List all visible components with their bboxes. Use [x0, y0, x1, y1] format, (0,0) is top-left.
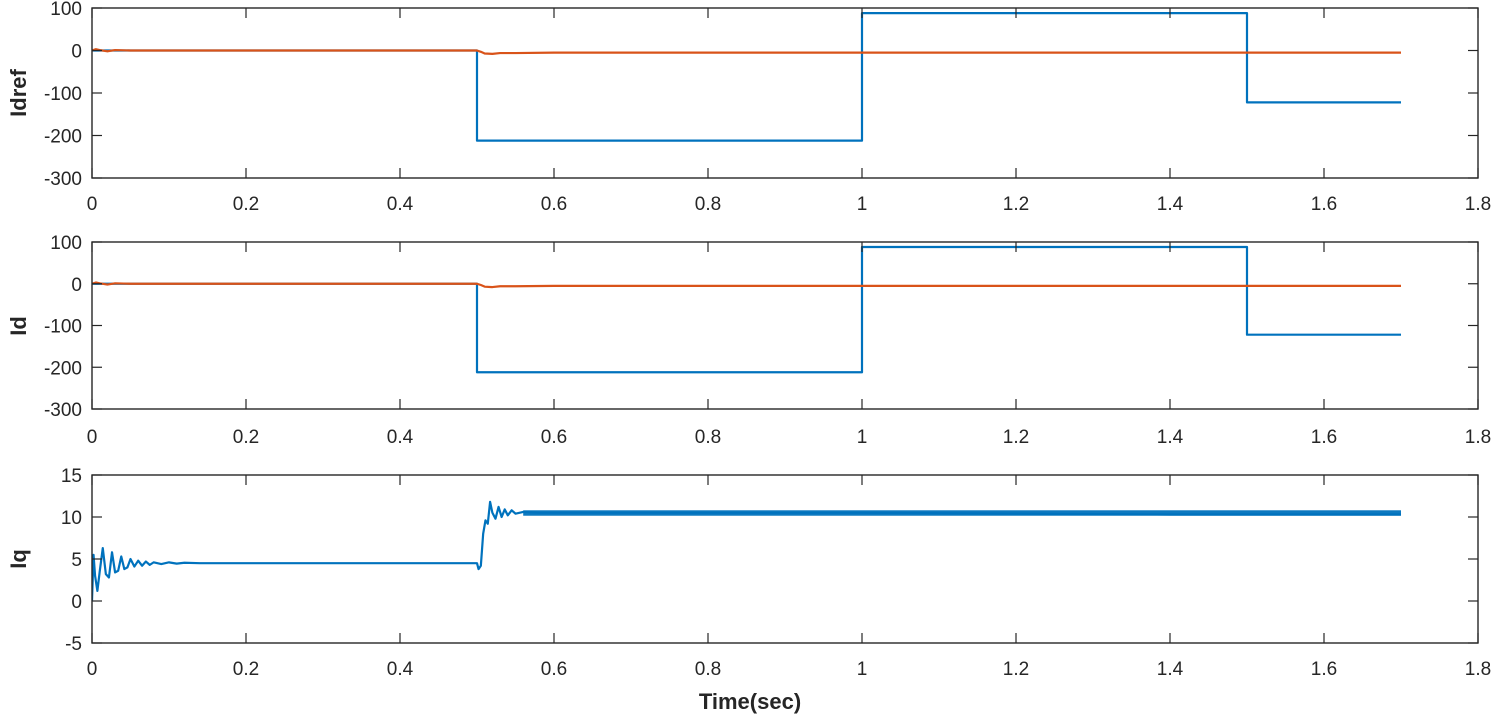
- plot-area: [92, 8, 1478, 178]
- series-line-2: [92, 281, 1401, 289]
- x-tick-label: 1.2: [1003, 194, 1029, 215]
- y-tick-label: 0: [71, 592, 82, 613]
- x-tick-label: 0.2: [233, 194, 259, 215]
- y-tick-label: 100: [50, 233, 82, 254]
- y-tick-label: 100: [50, 0, 82, 20]
- y-tick-label: 0: [71, 275, 82, 296]
- x-tick-label: 0: [87, 194, 98, 215]
- y-tick-label: -200: [44, 127, 82, 148]
- x-tick-label: 0.2: [233, 659, 259, 680]
- y-tick-label: 0: [71, 42, 82, 63]
- series-line-1: [92, 245, 1401, 374]
- y-tick-label: -300: [44, 169, 82, 190]
- ripple-band: [523, 510, 1401, 516]
- x-tick-label: 1.4: [1157, 427, 1184, 448]
- y-tick-label: -100: [44, 317, 82, 338]
- y-tick-label: 5: [71, 550, 82, 571]
- x-tick-label: 1.6: [1311, 194, 1337, 215]
- x-tick-label: 1.8: [1465, 194, 1491, 215]
- x-tick-label: 0.6: [541, 659, 567, 680]
- x-tick-label: 0.8: [695, 659, 721, 680]
- series-line-2: [92, 48, 1401, 55]
- y-tick-label: -300: [44, 400, 82, 421]
- series-line-1: [92, 12, 1401, 142]
- x-axis-title: Time(sec): [698, 689, 802, 714]
- y-tick-label: -200: [44, 358, 82, 379]
- y-tick-label: 15: [61, 466, 82, 487]
- y-axis-title: Id: [6, 316, 31, 336]
- y-axis-title: Idref: [6, 68, 31, 116]
- y-tick-label: 10: [61, 508, 82, 529]
- x-tick-label: 1.4: [1157, 194, 1184, 215]
- plot-area: [92, 242, 1478, 409]
- x-tick-label: 1.4: [1157, 659, 1184, 680]
- plot-area: [92, 475, 1478, 643]
- y-axis-title: Iq: [6, 549, 31, 569]
- subplot-2: 0 0.2 0.4 0.6 0.8 1 1.2 1.4 1.6 1.8 -300 -200 -100 0 1…: [6, 233, 1491, 448]
- x-tick-label: 0.4: [387, 427, 414, 448]
- series-line-1: [92, 500, 1401, 602]
- x-tick-label: 1.2: [1003, 427, 1029, 448]
- x-tick-label: 1: [857, 659, 868, 680]
- x-tick-label: 0.6: [541, 427, 567, 448]
- subplot-1: 0 0.2 0.4 0.6 0.8 1 1.2 1.4 1.6 1.8 -300 -200 -100 0 1…: [6, 0, 1491, 215]
- x-tick-label: 0.4: [387, 194, 414, 215]
- x-tick-label: 1.2: [1003, 659, 1029, 680]
- x-tick-label: 0.6: [541, 194, 567, 215]
- x-tick-label: 0.4: [387, 659, 414, 680]
- x-tick-label: 0.2: [233, 427, 259, 448]
- x-tick-label: 0.8: [695, 427, 721, 448]
- x-tick-label: 1.6: [1311, 659, 1337, 680]
- x-tick-label: 1.8: [1465, 427, 1491, 448]
- x-tick-label: 0.8: [695, 194, 721, 215]
- x-tick-label: 1: [857, 194, 868, 215]
- y-tick-label: -5: [65, 634, 82, 655]
- x-tick-label: 1.6: [1311, 427, 1337, 448]
- x-tick-label: 1.8: [1465, 659, 1491, 680]
- x-tick-label: 0: [87, 427, 98, 448]
- y-tick-label: -100: [44, 84, 82, 105]
- x-tick-label: 0: [87, 659, 98, 680]
- x-tick-label: 1: [857, 427, 868, 448]
